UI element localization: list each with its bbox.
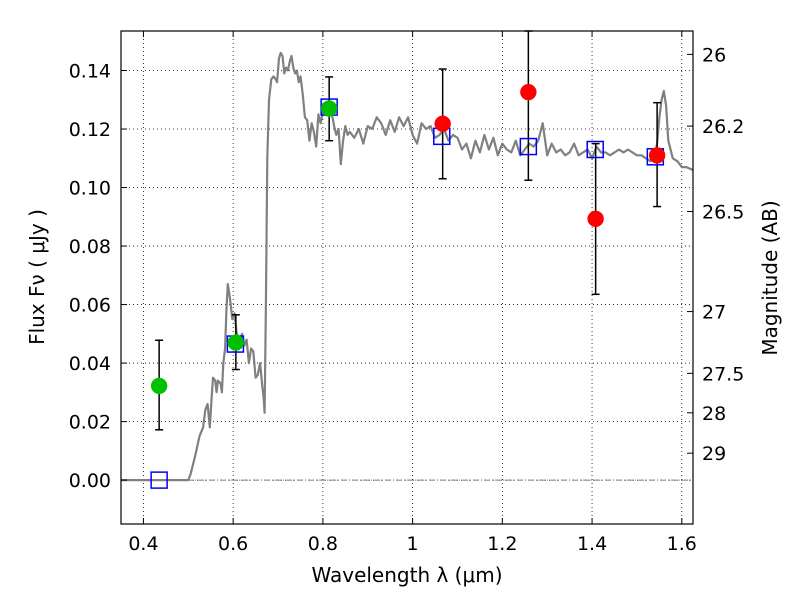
right-tick-label: 26.5 xyxy=(702,202,744,224)
right-tick-label: 27 xyxy=(702,302,726,324)
red-data-point xyxy=(648,147,666,164)
right-axis-ticks: 26 26.2 26.5 27 27.5 28 29 xyxy=(687,44,744,465)
x-tick-label: 1.4 xyxy=(577,533,607,555)
y-tick-label: 0.10 xyxy=(69,178,111,200)
x-axis-label: Wavelength λ (μm) xyxy=(311,563,502,587)
y-tick-label: 0.06 xyxy=(69,295,111,317)
right-axis-label: Magnitude (AB) xyxy=(758,200,782,355)
green-data-point xyxy=(320,100,338,117)
x-tick-label: 0.8 xyxy=(308,533,338,555)
red-data-point xyxy=(520,83,537,101)
x-axis-ticks: 0.4 0.6 0.8 1 1.2 1.4 1.6 xyxy=(128,31,697,555)
right-tick-label: 28 xyxy=(702,403,726,425)
right-tick-label: 27.5 xyxy=(702,363,744,385)
x-tick-label: 1 xyxy=(407,533,419,555)
green-data-point xyxy=(227,334,245,351)
y-tick-label: 0.00 xyxy=(69,470,111,492)
data-markers xyxy=(150,83,666,489)
y-axis-ticks: 0.00 0.02 0.04 0.06 0.08 0.10 0.12 0.14 xyxy=(69,60,127,492)
green-data-point xyxy=(150,377,168,395)
right-tick-label: 26.2 xyxy=(702,116,744,138)
red-data-point xyxy=(587,210,604,228)
x-tick-label: 0.4 xyxy=(128,533,158,555)
y-tick-label: 0.12 xyxy=(69,119,111,141)
model-photometry-square xyxy=(150,471,168,489)
y-tick-label: 0.04 xyxy=(69,353,111,375)
red-data-point xyxy=(434,115,451,132)
x-tick-label: 0.6 xyxy=(218,533,248,555)
y-tick-label: 0.08 xyxy=(69,236,111,258)
y-axis-label: Flux Fν ( μJy ) xyxy=(25,209,49,345)
y-tick-label: 0.14 xyxy=(69,60,111,82)
x-tick-label: 1.6 xyxy=(667,533,697,555)
model-photometry-square xyxy=(586,140,604,159)
y-tick-label: 0.02 xyxy=(69,412,111,434)
plot-frame xyxy=(120,30,694,525)
x-tick-label: 1.2 xyxy=(487,533,517,555)
right-tick-label: 26 xyxy=(702,44,726,66)
right-tick-label: 29 xyxy=(702,443,726,465)
model-photometry-square xyxy=(519,137,538,156)
